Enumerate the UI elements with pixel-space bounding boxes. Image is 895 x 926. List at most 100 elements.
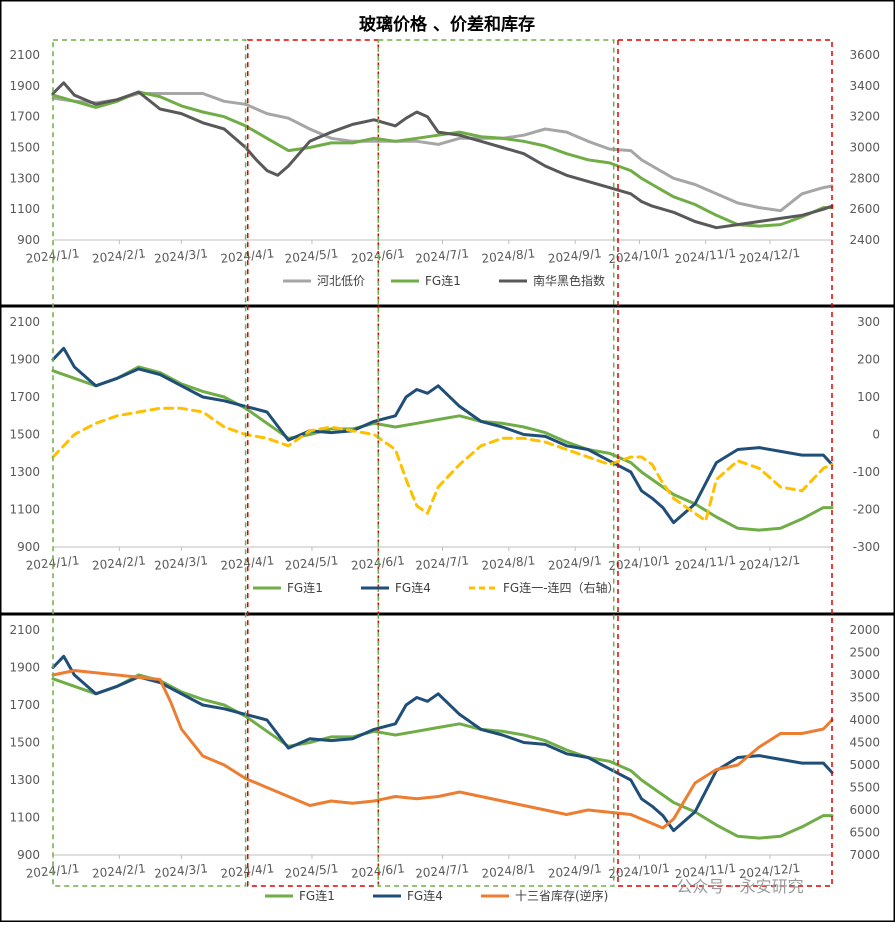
y-right-tick-label: 300	[857, 315, 880, 329]
legend-label-inventory: 十三省库存(逆序)	[515, 888, 608, 903]
x-tick-label: 2024/4/1	[220, 553, 275, 573]
x-tick-label: 2024/8/1	[481, 553, 536, 573]
y-left-tick-label: 1300	[9, 773, 40, 787]
y-left-tick-label: 1900	[9, 79, 40, 93]
x-tick-label: 2024/6/1	[350, 861, 405, 881]
y-right-tick-label: 5500	[849, 781, 880, 795]
x-tick-label: 2024/7/1	[415, 861, 470, 881]
y-right-tick-label: 3200	[849, 110, 880, 124]
y-left-tick-label: 2100	[9, 623, 40, 637]
series-line-fg4	[51, 654, 834, 833]
series-layer	[51, 81, 834, 840]
highlight-boxes	[52, 39, 833, 887]
legend-label-fg4: FG连4	[395, 580, 431, 595]
x-tick-label: 2024/3/1	[153, 861, 208, 881]
y-right-tick-label: 3400	[849, 79, 880, 93]
y-left-tick-label: 900	[17, 540, 40, 554]
y-right-tick-label: 3000	[849, 668, 880, 682]
x-tick-label: 2024/12/1	[738, 246, 801, 266]
y-right-tick-label: 4500	[849, 736, 880, 750]
y-right-tick-label: 6000	[849, 803, 880, 817]
y-right-tick-label: 2800	[849, 171, 880, 185]
legend-label-fg4: FG连4	[407, 888, 443, 903]
y-right-tick-label: 2400	[849, 233, 880, 247]
y-right-tick-label: 3500	[849, 691, 880, 705]
x-tick-label: 2024/9/1	[547, 246, 602, 266]
y-left-tick-label: 1300	[9, 465, 40, 479]
y-right-tick-label: 100	[857, 390, 880, 404]
y-right-tick-label: 7000	[849, 848, 880, 862]
legends-layer: 河北低价 FG连1 南华黑色指数 FG连1 FG连4 FG连一-连四（右轴） FG连1 FG连…	[253, 273, 620, 903]
y-left-tick-label: 1100	[9, 811, 40, 825]
x-tick-label: 2024/3/1	[153, 553, 208, 573]
highlight-box-green	[52, 39, 247, 887]
series-line-nanhua	[51, 81, 834, 230]
y-left-tick-label: 2100	[9, 315, 40, 329]
series-line-spread	[51, 406, 834, 523]
y-right-tick-label: 6500	[849, 826, 880, 840]
y-right-tick-label: 2500	[849, 646, 880, 660]
series-line-fg1	[51, 365, 834, 532]
x-tick-label: 2024/12/1	[738, 553, 801, 573]
y-right-tick-label: -100	[853, 465, 880, 479]
x-tick-label: 2024/7/1	[415, 246, 470, 266]
series-line-inventory	[51, 669, 834, 830]
watermark-text: 公众号 · 永安研究	[676, 877, 803, 896]
x-tick-label: 2024/11/1	[674, 246, 737, 266]
panel-frame	[0, 306, 895, 614]
x-tick-label: 2024/10/1	[608, 553, 671, 573]
x-tick-label: 2024/11/1	[674, 861, 737, 881]
y-right-tick-label: 3000	[849, 141, 880, 155]
page-title: 玻璃价格 、价差和库存	[359, 14, 535, 35]
y-left-tick-label: 1300	[9, 171, 40, 185]
y-right-tick-label: 3600	[849, 48, 880, 62]
x-tick-label: 2024/2/1	[91, 246, 146, 266]
x-tick-label: 2024/5/1	[284, 246, 339, 266]
legend-label-spread: FG连一-连四（右轴）	[503, 580, 620, 595]
x-tick-label: 2024/9/1	[547, 861, 602, 881]
y-right-tick-label: -300	[853, 540, 880, 554]
y-left-tick-label: 1700	[9, 110, 40, 124]
x-tick-label: 2024/5/1	[284, 553, 339, 573]
x-tick-label: 2024/7/1	[415, 553, 470, 573]
y-right-tick-label: 2600	[849, 202, 880, 216]
y-left-tick-label: 1100	[9, 503, 40, 517]
y-left-tick-label: 900	[17, 848, 40, 862]
panel-frame	[0, 0, 895, 306]
y-left-tick-label: 1500	[9, 428, 40, 442]
y-left-tick-label: 1100	[9, 202, 40, 216]
axes-layer: 900 1100 1300 1500 1700 1900 2100 2400 2600 2800 3…	[9, 48, 880, 881]
x-tick-label: 2024/1/1	[25, 553, 80, 573]
legend-label-fg1: FG连1	[425, 273, 461, 288]
y-right-tick-label: 0	[872, 428, 880, 442]
legend-label-nanhua: 南华黑色指数	[533, 273, 605, 288]
highlight-box-green	[377, 39, 615, 887]
x-tick-label: 2024/3/1	[153, 246, 208, 266]
series-line-fg4	[51, 346, 834, 525]
y-left-tick-label: 1900	[9, 661, 40, 675]
panel-frame	[0, 614, 895, 922]
y-left-tick-label: 1900	[9, 353, 40, 367]
x-tick-label: 2024/11/1	[674, 553, 737, 573]
x-tick-label: 2024/8/1	[481, 861, 536, 881]
legend-label-fg1: FG连1	[287, 580, 323, 595]
y-left-tick-label: 2100	[9, 48, 40, 62]
y-left-tick-label: 1500	[9, 736, 40, 750]
x-tick-label: 2024/4/1	[220, 861, 275, 881]
series-line-fg1	[51, 673, 834, 840]
x-tick-label: 2024/12/1	[738, 861, 801, 881]
y-right-tick-label: -200	[853, 503, 880, 517]
x-tick-label: 2024/2/1	[91, 553, 146, 573]
x-tick-label: 2024/2/1	[91, 861, 146, 881]
y-left-tick-label: 900	[17, 233, 40, 247]
legend-label-hebei: 河北低价	[317, 274, 365, 288]
y-left-tick-label: 1500	[9, 141, 40, 155]
y-right-tick-label: 4000	[849, 713, 880, 727]
y-left-tick-label: 1700	[9, 390, 40, 404]
y-right-tick-label: 200	[857, 353, 880, 367]
y-left-tick-label: 1700	[9, 698, 40, 712]
x-tick-label: 2024/8/1	[481, 246, 536, 266]
